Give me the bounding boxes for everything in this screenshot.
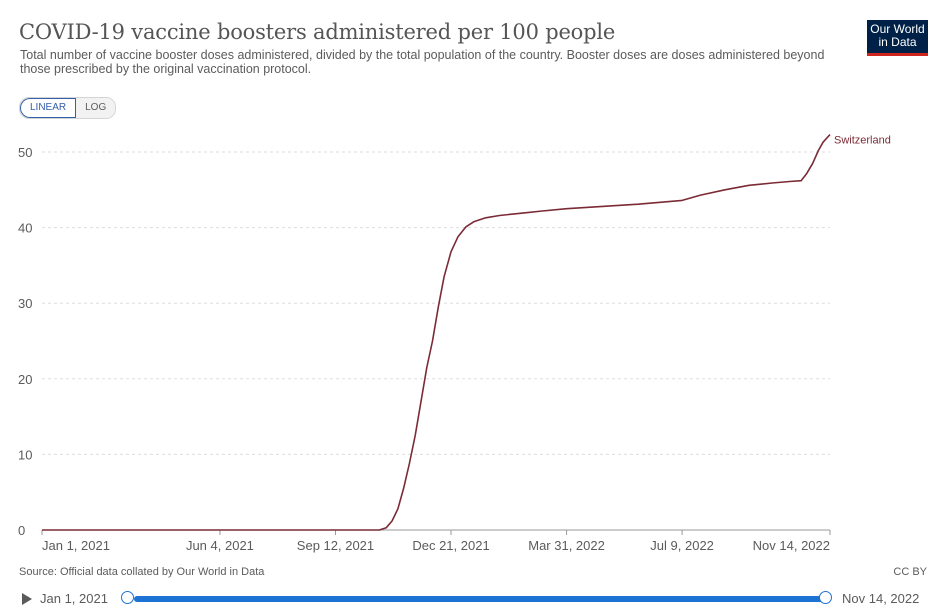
- chart-title: COVID-19 vaccine boosters administered p…: [19, 20, 616, 44]
- series-line-switzerland[interactable]: [42, 134, 831, 531]
- y-tick-label: 40: [18, 221, 32, 236]
- axes: 0 10 20 30 40 50 Jan 1, 2021 Jun 4, 2021 Sep 12,…: [18, 145, 831, 553]
- logo-line-2: in Data: [878, 35, 917, 49]
- owid-logo[interactable]: Our World in Data: [867, 20, 928, 56]
- y-tick-label: 30: [18, 296, 32, 311]
- logo-line-1: Our World: [870, 22, 925, 36]
- x-tick-label: Jan 1, 2021: [42, 538, 110, 553]
- series-label[interactable]: Switzerland: [834, 135, 891, 147]
- y-tick-label: 50: [18, 145, 32, 160]
- scale-toggle: LINEAR LOG: [19, 97, 117, 119]
- timeline-start-label: Jan 1, 2021: [40, 591, 108, 606]
- y-tick-label: 0: [18, 523, 25, 538]
- chart-subtitle: Total number of vaccine booster doses ad…: [20, 48, 825, 76]
- x-tick-label: Nov 14, 2022: [753, 538, 830, 553]
- source-note[interactable]: Source: Official data collated by Our Wo…: [19, 566, 265, 578]
- play-icon[interactable]: [22, 593, 32, 605]
- x-tick-label: Dec 21, 2021: [412, 538, 489, 553]
- linear-scale-button[interactable]: LINEAR: [20, 98, 77, 118]
- y-tick-label: 20: [18, 372, 32, 387]
- timeline-slider: Jan 1, 2021 Nov 14, 2022: [20, 590, 929, 607]
- license-link[interactable]: CC BY: [893, 566, 927, 578]
- x-tick-label: Mar 31, 2022: [528, 538, 605, 553]
- x-tick-label: Jul 9, 2022: [650, 538, 714, 553]
- timeline-end-handle[interactable]: [819, 591, 832, 604]
- x-tick-label: Jun 4, 2021: [186, 538, 254, 553]
- timeline-start-handle[interactable]: [121, 591, 134, 604]
- grid: [42, 151, 830, 455]
- timeline-end-label: Nov 14, 2022: [842, 591, 920, 606]
- series: Switzerland: [42, 134, 891, 531]
- y-tick-label: 10: [18, 447, 32, 462]
- log-scale-button[interactable]: LOG: [76, 98, 116, 118]
- x-tick-label: Sep 12, 2021: [297, 538, 374, 553]
- timeline-track[interactable]: [134, 596, 826, 602]
